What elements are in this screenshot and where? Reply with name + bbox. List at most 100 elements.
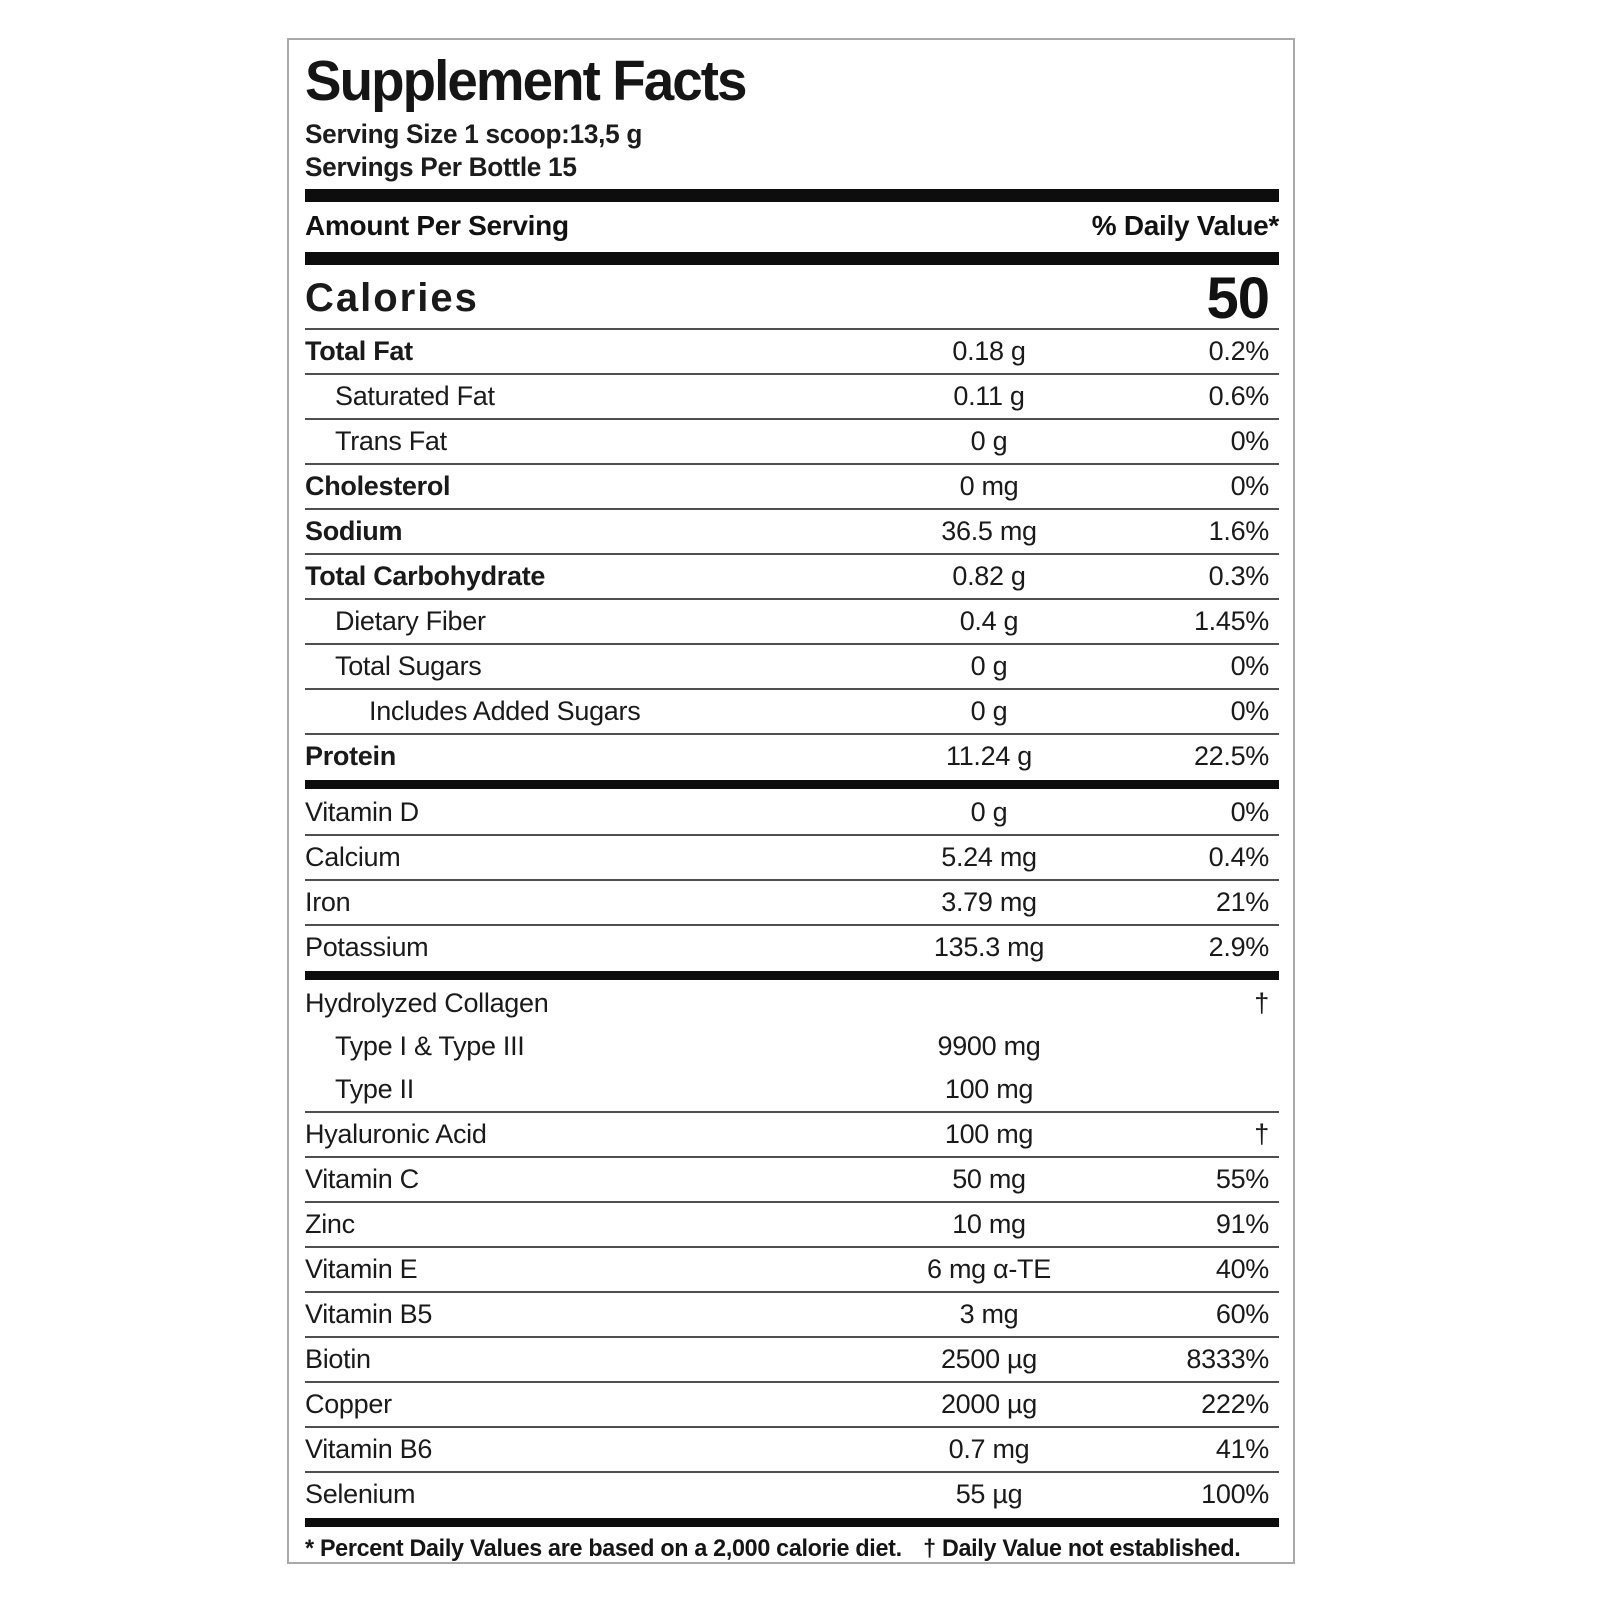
table-row: Vitamin D 0 g 0% [305,791,1279,834]
row-separator [305,643,1279,645]
nutrient-amount: 0.82 g [952,561,1026,591]
nutrient-name: Type II [335,1074,414,1104]
table-row: Hyaluronic Acid 100 mg † [305,1113,1279,1156]
row-separator [305,834,1279,836]
servings-per-bottle-text: Servings Per Bottle 15 [305,152,577,182]
table-row: Vitamin E 6 mg α-TE 40% [305,1248,1279,1291]
table-row: Cholesterol 0 mg 0% [305,465,1279,508]
calories-row: Calories 50 [305,266,1279,331]
nutrient-daily-value: 222% [1201,1389,1269,1419]
nutrient-name: Saturated Fat [335,381,495,411]
nutrient-daily-value: 100% [1201,1479,1269,1509]
table-row: Copper 2000 µg 222% [305,1383,1279,1426]
nutrient-daily-value: 40% [1215,1254,1269,1284]
nutrient-amount: 0 mg [959,471,1019,501]
table-row: Total Carbohydrate 0.82 g 0.3% [305,555,1279,598]
row-separator [305,688,1279,690]
supplement-facts-panel: Supplement Facts Serving Size 1 scoop:13… [287,38,1295,1564]
table-row: Type II 100 mg [305,1068,1279,1111]
row-separator [305,1426,1279,1428]
table-row: Includes Added Sugars 0 g 0% [305,690,1279,733]
nutrient-daily-value: 22.5% [1193,741,1269,771]
panel-title: Supplement Facts [305,49,747,113]
table-row: Iron 3.79 mg 21% [305,881,1279,924]
nutrient-daily-value: 0% [1230,696,1270,726]
nutrient-name: Selenium [305,1479,416,1509]
table-row: Protein 11.24 g 22.5% [305,735,1279,778]
row-separator [305,1336,1279,1338]
nutrient-amount: 3.79 mg [941,887,1037,917]
nutrient-amount: 36.5 mg [941,516,1037,546]
nutrient-daily-value: 55% [1215,1164,1269,1194]
nutrient-daily-value: 0% [1230,426,1270,456]
nutrient-name: Dietary Fiber [335,606,486,636]
nutrient-amount: 100 mg [944,1074,1034,1104]
nutrient-daily-value: 0% [1230,797,1270,827]
nutrient-name: Total Fat [305,336,413,366]
footnote-daily-value-not-established: † Daily Value not established. [923,1535,1241,1562]
nutrient-amount: 6 mg α-TE [927,1254,1051,1284]
nutrient-daily-value: 0.4% [1208,842,1270,872]
nutrient-name: Hydrolyzed Collagen [305,988,549,1018]
row-separator [305,373,1279,375]
thick-divider-section [305,971,1279,980]
table-row: Vitamin B6 0.7 mg 41% [305,1428,1279,1471]
daily-value-column-header: % Daily Value* [1091,210,1280,241]
nutrient-daily-value: † [1254,1119,1269,1149]
nutrient-daily-value: † [1254,988,1269,1018]
nutrient-amount: 9900 mg [937,1031,1041,1061]
nutrient-name: Cholesterol [305,471,451,501]
nutrient-daily-value: 21% [1215,887,1269,917]
row-separator [305,1156,1279,1158]
thick-divider-top [305,189,1279,202]
table-row: Sodium 36.5 mg 1.6% [305,510,1279,553]
nutrient-name: Copper [305,1389,392,1419]
nutrient-amount: 0.11 g [953,381,1025,411]
row-separator [305,508,1279,510]
nutrient-daily-value: 60% [1215,1299,1269,1329]
nutrient-amount: 2500 µg [940,1344,1038,1374]
nutrient-name: Protein [305,741,396,771]
nutrient-amount: 3 mg [959,1299,1019,1329]
nutrient-amount: 11.24 g [946,741,1032,771]
nutrient-name: Total Sugars [335,651,482,681]
nutrient-daily-value: 91% [1215,1209,1269,1239]
table-row: Biotin 2500 µg 8333% [305,1338,1279,1381]
row-separator [305,1381,1279,1383]
row-separator [305,733,1279,735]
thick-divider-section [305,780,1279,789]
nutrient-amount: 2000 µg [940,1389,1038,1419]
nutrient-amount: 0 g [970,426,1008,456]
nutrient-name: Vitamin B5 [305,1299,433,1329]
nutrient-name: Vitamin B6 [305,1434,433,1464]
row-separator [305,1291,1279,1293]
column-header-row: Amount Per Serving % Daily Value* [305,205,1279,247]
row-separator [305,463,1279,465]
nutrient-name: Total Carbohydrate [305,561,546,591]
nutrient-name: Calcium [305,842,401,872]
nutrient-daily-value: 1.6% [1208,516,1270,546]
thick-divider-header [305,252,1279,265]
table-row: Zinc 10 mg 91% [305,1203,1279,1246]
nutrient-amount: 5.24 mg [941,842,1037,872]
nutrient-name: Potassium [305,932,429,962]
table-row: Total Sugars 0 g 0% [305,645,1279,688]
amount-column-header: Amount Per Serving [305,210,569,241]
nutrient-name: Vitamin D [305,797,419,827]
table-row: Selenium 55 µg 100% [305,1473,1279,1516]
calories-value: 50 [1206,265,1270,331]
table-row: Dietary Fiber 0.4 g 1.45% [305,600,1279,643]
nutrient-name: Trans Fat [335,426,447,456]
nutrient-daily-value: 1.45% [1193,606,1269,636]
nutrient-daily-value: 2.9% [1208,932,1270,962]
serving-size-text: Serving Size 1 scoop:13,5 g [305,119,643,149]
nutrient-daily-value: 8333% [1186,1344,1269,1374]
nutrient-name: Hyaluronic Acid [305,1119,487,1149]
nutrient-name: Vitamin C [305,1164,419,1194]
row-separator [305,924,1279,926]
table-row: Hydrolyzed Collagen † [305,982,1279,1025]
nutrient-daily-value: 0% [1230,651,1270,681]
row-separator [305,1471,1279,1473]
nutrient-amount: 135.3 mg [933,932,1045,962]
